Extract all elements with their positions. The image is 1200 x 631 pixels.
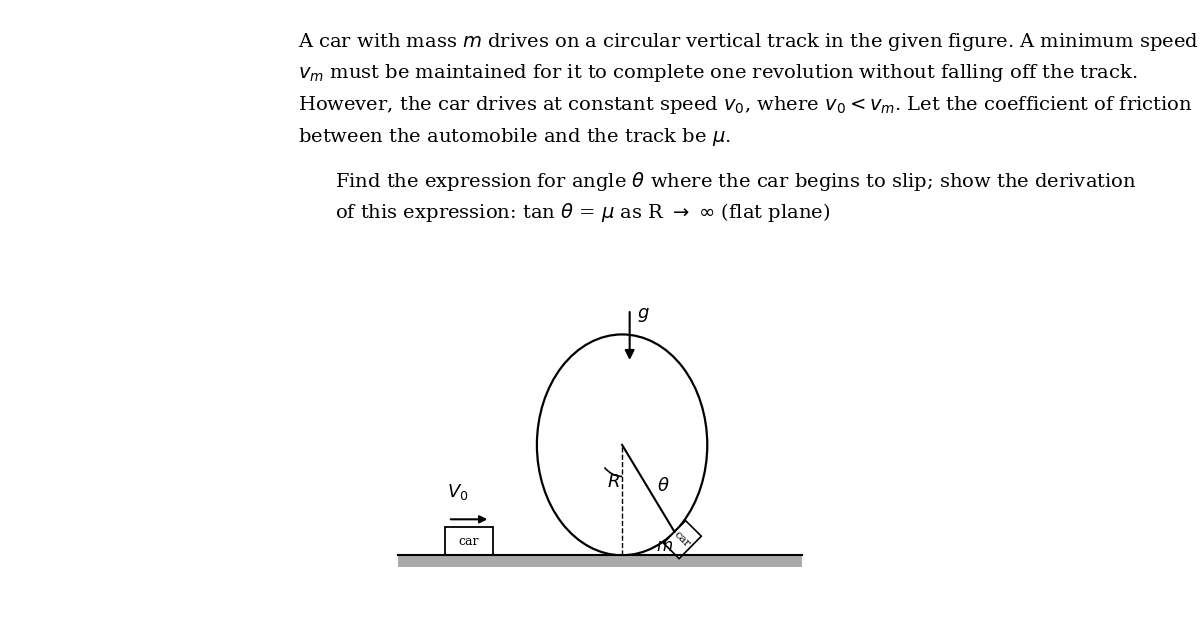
Bar <box>398 555 802 567</box>
Text: of this expression: tan $\theta$ = $\mu$ as R $\rightarrow$ $\infty$ (flat plane: of this expression: tan $\theta$ = $\mu$… <box>335 201 830 223</box>
Text: between the automobile and the track be $\mu$.: between the automobile and the track be … <box>299 126 731 148</box>
Text: car: car <box>672 529 692 550</box>
Polygon shape <box>664 521 701 558</box>
Text: Find the expression for angle $\theta$ where the car begins to slip; show the de: Find the expression for angle $\theta$ w… <box>335 170 1136 193</box>
Text: A car with mass $m$ drives on a circular vertical track in the given figure. A m: A car with mass $m$ drives on a circular… <box>299 31 1199 53</box>
Text: $\theta$: $\theta$ <box>656 477 670 495</box>
Text: $v_m$ must be maintained for it to complete one revolution without falling off t: $v_m$ must be maintained for it to compl… <box>299 62 1138 85</box>
Text: $R$: $R$ <box>607 473 620 491</box>
Bar <box>445 527 493 555</box>
Text: $g$: $g$ <box>637 306 650 324</box>
Text: car: car <box>458 534 479 548</box>
Text: $V_0$: $V_0$ <box>446 481 468 502</box>
Text: However, the car drives at constant speed $v_0$, where $v_0 < v_m$. Let the coef: However, the car drives at constant spee… <box>299 94 1193 116</box>
Text: $m$: $m$ <box>655 538 673 555</box>
